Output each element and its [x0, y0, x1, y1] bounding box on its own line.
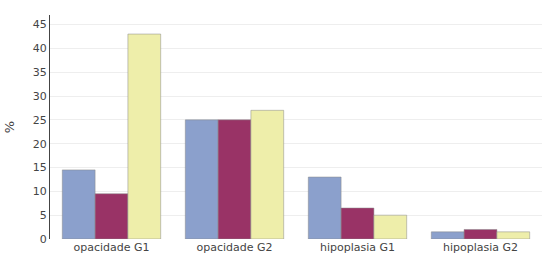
svg-text:0: 0 — [40, 233, 47, 246]
svg-text:hipoplasia G1: hipoplasia G1 — [320, 241, 395, 254]
svg-text:5: 5 — [40, 209, 47, 222]
svg-text:20: 20 — [33, 138, 47, 151]
svg-text:45: 45 — [33, 18, 47, 31]
svg-text:10: 10 — [33, 185, 47, 198]
svg-text:%: % — [2, 121, 17, 133]
svg-text:opacidade G2: opacidade G2 — [196, 241, 272, 254]
svg-text:30: 30 — [33, 90, 47, 103]
svg-text:40: 40 — [33, 42, 47, 55]
svg-text:25: 25 — [33, 114, 47, 127]
svg-text:hipoplasia G2: hipoplasia G2 — [443, 241, 518, 254]
svg-text:opacidade G1: opacidade G1 — [73, 241, 149, 254]
svg-text:15: 15 — [33, 161, 47, 174]
svg-text:35: 35 — [33, 66, 47, 79]
